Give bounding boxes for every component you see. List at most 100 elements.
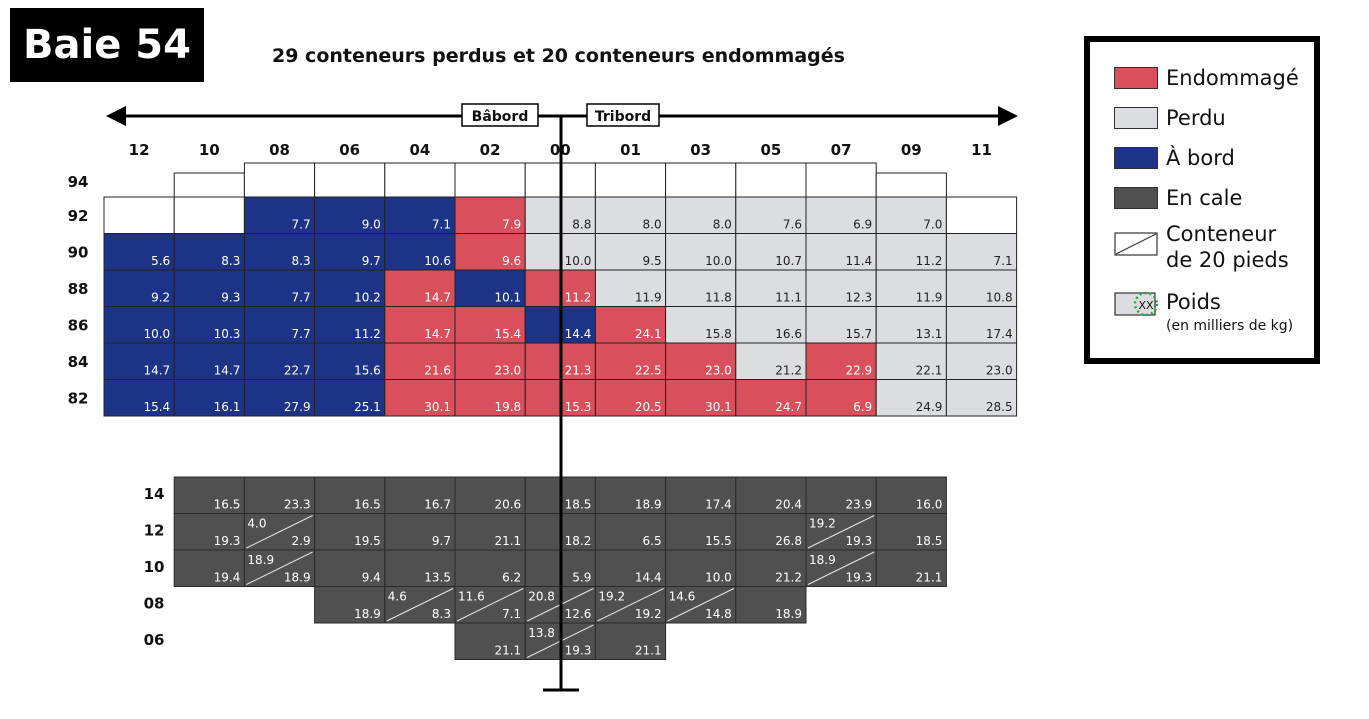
legend-label-twenty-foot-line2: de 20 pieds (1166, 248, 1289, 272)
container-weight: 19.4 (214, 571, 241, 585)
twenty-foot-split (807, 551, 875, 585)
container-weight: 20.6 (494, 498, 521, 512)
container-weight: 22.1 (916, 364, 943, 378)
deck-tier-label: 90 (68, 244, 89, 262)
container-weight: 23.0 (705, 364, 732, 378)
hold-container (454, 549, 526, 587)
container-weight: 18.9 (354, 607, 381, 621)
deck-container-onboard (173, 233, 245, 271)
legend-swatch-damaged (1114, 67, 1158, 89)
hold-container (735, 549, 807, 587)
container-weight: 17.4 (705, 498, 732, 512)
container-weight: 21.6 (424, 364, 451, 378)
deck-container-onboard (384, 196, 456, 234)
deck-container-lost (735, 196, 807, 234)
container-weight: 18.5 (916, 534, 943, 548)
deck-container-lost (735, 306, 807, 344)
container-weight: 10.0 (565, 254, 592, 268)
legend-swatch-lost (1114, 107, 1158, 129)
deck-container-onboard (243, 233, 316, 271)
deck-container-lost (945, 342, 1018, 380)
container-weight: 15.6 (354, 364, 381, 378)
container-weight: 7.1 (994, 254, 1013, 268)
deck-container-onboard (103, 342, 175, 380)
container-weight: 19.3 (845, 534, 872, 548)
legend-swatch-hold (1114, 187, 1158, 209)
twenty-foot-split (456, 588, 524, 622)
hold-container (875, 549, 947, 587)
container-weight-secondary: 20.8 (528, 590, 555, 604)
deck-container-lost (594, 196, 667, 234)
container-weight: 5.6 (151, 254, 170, 268)
hold-container (665, 549, 737, 587)
container-weight: 19.8 (494, 400, 521, 414)
container-weight: 24.1 (635, 327, 662, 341)
deck-container-lost (594, 269, 667, 307)
deck-slot-empty (243, 162, 316, 198)
container-weight: 6.9 (853, 400, 872, 414)
hold-tier-label: 08 (144, 595, 165, 613)
container-weight: 18.2 (565, 534, 592, 548)
deck-container-damaged (665, 342, 737, 380)
starboard-label: Tribord (595, 109, 651, 125)
port-label-box (461, 103, 539, 127)
container-weight: 9.7 (362, 254, 381, 268)
container-weight: 9.3 (221, 291, 240, 305)
hold-container (735, 586, 807, 624)
deck-slot-empty (454, 162, 526, 198)
deck-container-onboard (243, 342, 316, 380)
deck-container-damaged (384, 342, 456, 380)
legend-label-lost: Perdu (1166, 106, 1226, 130)
container-weight: 11.4 (845, 254, 872, 268)
deck-container-empty (173, 196, 245, 234)
container-weight: 14.4 (565, 327, 592, 341)
container-weight: 11.8 (705, 291, 732, 305)
hold-tier-label: 14 (144, 485, 165, 503)
container-weight: 19.5 (354, 534, 381, 548)
legend: Endommagé Perdu À bord En cale Conteneur… (1084, 36, 1320, 364)
hold-tier-label: 06 (144, 631, 165, 649)
container-weight: 16.6 (775, 327, 802, 341)
container-weight: 12.6 (565, 607, 592, 621)
column-header: 12 (129, 141, 150, 159)
container-weight: 15.4 (494, 327, 521, 341)
deck-container-lost (875, 342, 947, 380)
deck-tier-label: 88 (68, 280, 89, 298)
deck-slot-empty (384, 162, 456, 198)
container-weight: 8.3 (292, 254, 311, 268)
container-weight: 10.0 (143, 327, 170, 341)
legend-label-hold: En cale (1166, 186, 1243, 210)
container-weight: 15.5 (705, 534, 732, 548)
container-weight: 18.9 (775, 607, 802, 621)
starboard-label-box (586, 103, 660, 127)
weight-icon: XX (1114, 291, 1159, 317)
container-weight: 18.9 (284, 571, 311, 585)
deck-container-lost (665, 269, 737, 307)
hold-tier-labels: 14 12 10 08 06 (144, 485, 165, 649)
hold-tier-label: 12 (144, 522, 165, 540)
container-weight: 22.9 (845, 364, 872, 378)
container-weight: 14.7 (143, 364, 170, 378)
container-weight: 7.7 (292, 218, 311, 232)
container-weight-secondary: 4.0 (247, 517, 266, 531)
container-weight: 10.0 (705, 254, 732, 268)
container-weight: 27.9 (284, 400, 311, 414)
deck-container-onboard (314, 196, 386, 234)
container-weight: 8.0 (713, 218, 732, 232)
deck-slot-empty (173, 172, 245, 198)
container-weight: 13.5 (424, 571, 451, 585)
deck-container-onboard (243, 269, 316, 307)
hold-container (665, 476, 737, 514)
container-weight-secondary: 19.2 (809, 517, 836, 531)
deck-container-damaged (454, 196, 526, 234)
hold-container (314, 586, 386, 624)
container-weight: 9.2 (151, 291, 170, 305)
deck-container-onboard (314, 269, 386, 307)
column-header: 09 (901, 141, 922, 159)
container-weight: 26.8 (775, 534, 802, 548)
container-weight: 21.2 (775, 364, 802, 378)
deck-container-onboard (243, 196, 316, 234)
container-weight: 19.3 (214, 534, 241, 548)
container-weight: 11.9 (635, 291, 662, 305)
deck-container-onboard (103, 379, 175, 417)
